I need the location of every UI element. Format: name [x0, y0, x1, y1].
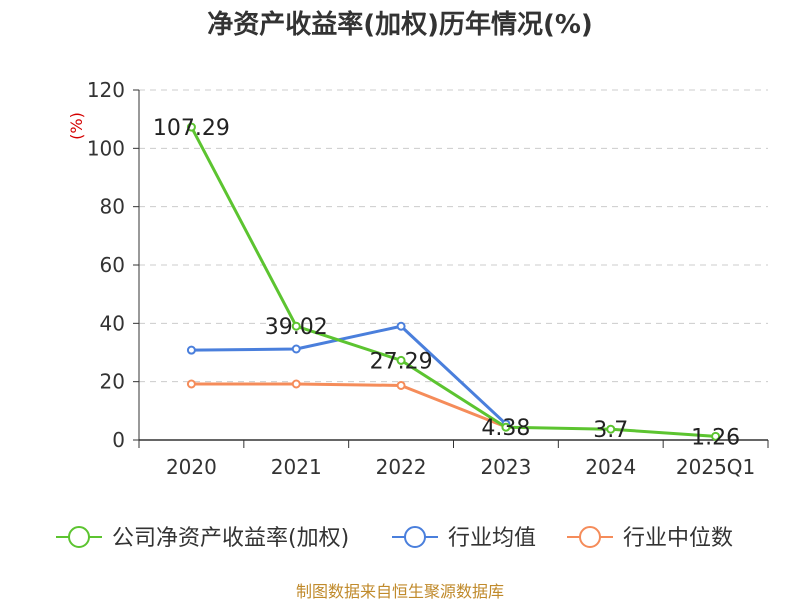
data-label: 1.26 [691, 425, 740, 450]
axis-layer: 0 20 40 60 80 100 120(%) 2020 2021 2022 2023 2024 20… [67, 78, 769, 479]
label-layer: 107.29 39.02 27.29 4.38 3.7 1.26 [153, 116, 740, 450]
data-point-1 [396, 321, 406, 331]
data-point-0 [606, 424, 616, 434]
data-point-0 [711, 431, 721, 441]
data-point-1 [291, 344, 301, 354]
legend-marker [68, 526, 90, 548]
x-tick-label: 2025Q1 [676, 455, 755, 479]
grid-layer [139, 89, 768, 383]
data-label: 107.29 [153, 116, 230, 141]
data-point-0 [396, 355, 406, 365]
x-tick-label: 2023 [480, 455, 531, 479]
x-tick-label: 2024 [585, 455, 636, 479]
data-point-0 [291, 321, 301, 331]
data-point-0 [186, 122, 196, 132]
y-tick-label: 100 [87, 136, 125, 160]
y-tick-label: 60 [100, 253, 125, 277]
x-tick-label: 2020 [166, 455, 217, 479]
data-point-2 [186, 379, 196, 389]
y-tick-label: 0 [112, 428, 125, 452]
y-tick-label: 40 [100, 311, 125, 335]
y-axis-label: (%) [67, 112, 86, 140]
data-label: 3.7 [593, 418, 628, 443]
series-layer [186, 122, 721, 441]
data-label: 4.38 [481, 416, 530, 441]
legend-marker [579, 526, 601, 548]
data-point-2 [291, 379, 301, 389]
data-point-1 [186, 345, 196, 355]
y-tick-label: 120 [87, 78, 125, 102]
legend-layer: 公司净资产收益率(加权) 行业均值 行业中位数 [56, 526, 733, 551]
data-label: 27.29 [370, 349, 433, 374]
series-line-0 [190, 126, 716, 438]
data-point-0 [501, 422, 511, 432]
chart-title: 净资产收益率(加权)历年情况(%) [207, 10, 593, 40]
legend-label: 公司净资产收益率(加权) [112, 526, 349, 551]
data-point-2 [396, 380, 406, 390]
y-tick-label: 80 [100, 195, 125, 219]
series-line-1 [191, 324, 507, 426]
data-source-note: 制图数据来自恒生聚源数据库 [295, 582, 504, 601]
y-tick-label: 20 [100, 370, 125, 394]
series-line-2 [191, 382, 507, 429]
legend-label: 行业中位数 [623, 526, 733, 551]
x-tick-label: 2022 [376, 455, 427, 479]
data-label: 39.02 [265, 315, 328, 340]
x-tick-label: 2021 [271, 455, 322, 479]
legend-marker [404, 526, 426, 548]
legend-label: 行业均值 [448, 526, 536, 551]
